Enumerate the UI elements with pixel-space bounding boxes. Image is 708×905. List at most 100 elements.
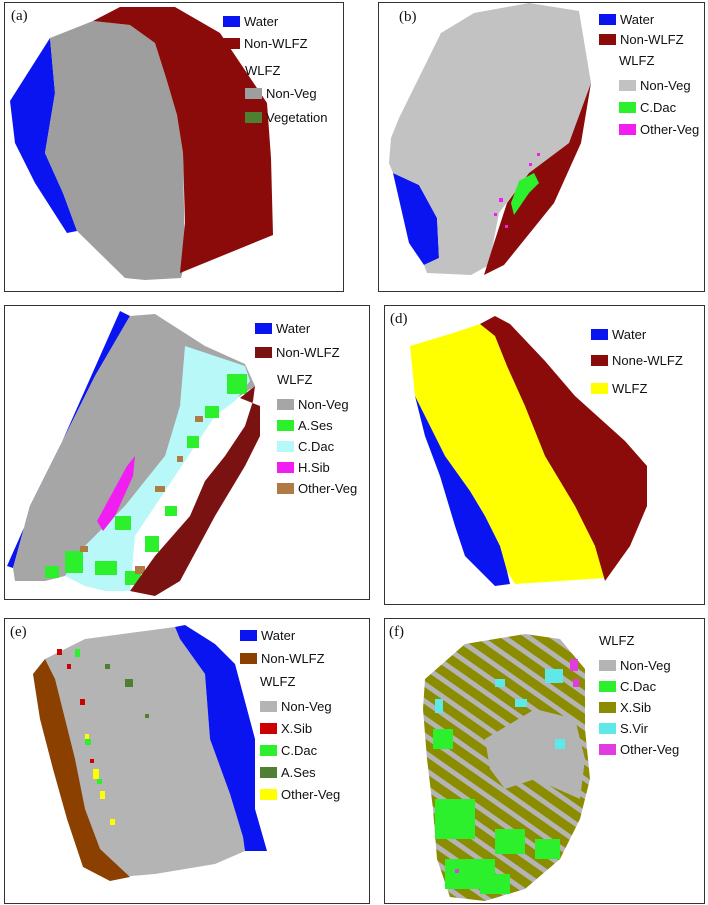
- swatch-non-wlfz: [223, 38, 240, 50]
- legend-item-x-sib: X.Sib: [599, 699, 651, 715]
- water-region: [415, 396, 510, 586]
- map-f: [423, 634, 590, 901]
- non-wlfz-region: [484, 83, 591, 275]
- s-vir-region: [435, 669, 565, 749]
- panel-label: (d): [390, 311, 408, 327]
- panel-label: (f): [389, 624, 404, 640]
- swatch-non-wlfz: [599, 34, 616, 46]
- h-sib-region: [97, 456, 135, 531]
- legend-item-non-wlfz: Non-WLFZ: [255, 344, 340, 360]
- wlfz-region: [410, 324, 605, 584]
- legend-item-non-veg: Non-Veg: [619, 77, 691, 93]
- panel-c: Water Non-WLFZ WLFZ Non-Veg A.Ses C.Dac …: [4, 305, 370, 600]
- legend-item-non-veg: Non-Veg: [260, 698, 332, 714]
- non-wlfz-region: [93, 7, 273, 273]
- other-veg-region: [80, 416, 203, 574]
- a-ses-region: [105, 664, 149, 718]
- legend-item-non-veg: Non-Veg: [277, 396, 349, 412]
- panel-e: (e) Water Non-WLFZ WLFZ Non-Veg X.Sib C.…: [4, 618, 370, 904]
- swatch-water: [591, 329, 608, 341]
- panel-label: (e): [10, 624, 27, 640]
- wlfz-region: [45, 21, 185, 280]
- legend-item-c-dac: C.Dac: [260, 742, 317, 758]
- legend-item-non-wlfz: Non-WLFZ: [240, 650, 325, 666]
- legend-item-other-veg: Other-Veg: [599, 741, 679, 757]
- legend-item-a-ses: A.Ses: [260, 764, 316, 780]
- non-veg-region: [485, 709, 585, 799]
- legend-heading: WLFZ: [277, 372, 313, 387]
- water-region: [10, 38, 77, 233]
- non-wlfz-region: [33, 659, 130, 881]
- legend-item-c-dac: C.Dac: [599, 678, 656, 694]
- panel-label: (a): [11, 8, 28, 24]
- legend-item-c-dac: C.Dac: [619, 99, 676, 115]
- panel-d: (d) Water None-WLFZ WLFZ: [384, 305, 705, 605]
- wlfz-region: [45, 627, 245, 877]
- legend-heading: WLFZ: [260, 674, 296, 689]
- swatch-water: [240, 630, 257, 642]
- swatch-other-veg: [619, 124, 636, 136]
- swatch-vegetation: [245, 112, 262, 124]
- other-veg-region: [494, 153, 540, 228]
- swatch-none-wlfz: [591, 355, 608, 367]
- legend-item-h-sib: H.Sib: [277, 459, 330, 475]
- swatch-non-veg: [260, 701, 277, 713]
- swatch-c-dac: [599, 681, 616, 693]
- water-region: [393, 173, 439, 265]
- map-a: [10, 7, 273, 280]
- legend-item-a-ses: A.Ses: [277, 417, 333, 433]
- legend-item-non-wlfz: Non-WLFZ: [599, 31, 684, 47]
- legend-item-non-veg: Non-Veg: [599, 657, 671, 673]
- other-veg-region: [455, 659, 579, 873]
- swatch-other-veg: [277, 483, 294, 495]
- legend-item-wlfz: WLFZ: [591, 380, 647, 396]
- legend-item-non-wlfz: Non-WLFZ: [223, 35, 308, 51]
- non-wlfz-region: [480, 316, 647, 581]
- map-d: [410, 316, 647, 586]
- swatch-water: [599, 14, 616, 26]
- legend-heading: WLFZ: [245, 63, 281, 78]
- map-c: [7, 311, 260, 596]
- legend-item-none-wlfz: None-WLFZ: [591, 352, 683, 368]
- panel-label: (b): [399, 9, 417, 25]
- other-veg-region: [85, 734, 115, 825]
- legend-item-water: Water: [591, 326, 646, 342]
- legend-item-other-veg: Other-Veg: [260, 786, 340, 802]
- swatch-non-veg: [619, 80, 636, 92]
- swatch-other-veg: [599, 744, 616, 756]
- legend-item-other-veg: Other-Veg: [277, 480, 357, 496]
- swatch-s-vir: [599, 723, 616, 735]
- wlfz-region: [389, 3, 591, 275]
- swatch-non-veg: [277, 399, 294, 411]
- panel-f: (f) WLFZ Non-Veg C.Dac X.Sib S.Vir Other…: [384, 618, 705, 904]
- panel-a: (a) Water Non-WLFZ WLFZ Non-Veg Vegetati…: [4, 2, 344, 292]
- legend-item-non-veg: Non-Veg: [245, 85, 317, 101]
- swatch-non-veg: [245, 88, 262, 100]
- c-dac-region: [75, 649, 102, 784]
- swatch-h-sib: [277, 462, 294, 474]
- swatch-non-veg: [599, 660, 616, 672]
- legend-item-x-sib: X.Sib: [260, 720, 312, 736]
- swatch-c-dac: [277, 441, 294, 453]
- panel-b: (b) Water Non-WLFZ WLFZ Non-Veg C.Dac Ot…: [378, 2, 705, 292]
- swatch-water: [255, 323, 272, 335]
- swatch-c-dac: [260, 745, 277, 757]
- swatch-non-wlfz: [240, 653, 257, 665]
- c-dac-region: [433, 729, 560, 894]
- legend-heading: WLFZ: [619, 53, 655, 68]
- swatch-a-ses: [260, 767, 277, 779]
- swatch-x-sib: [599, 702, 616, 714]
- legend-item-water: Water: [240, 627, 295, 643]
- map-b: [389, 3, 591, 275]
- swatch-wlfz: [591, 383, 608, 395]
- legend-heading: WLFZ: [599, 633, 635, 648]
- swatch-water: [223, 16, 240, 28]
- legend-item-vegetation: Vegetation: [245, 109, 327, 125]
- swatch-non-wlfz: [255, 347, 272, 359]
- c-dac-region: [511, 173, 539, 215]
- water-region: [175, 625, 267, 851]
- swatch-a-ses: [277, 420, 294, 432]
- legend-item-s-vir: S.Vir: [599, 720, 648, 736]
- x-sib-region: [57, 649, 94, 763]
- legend-item-other-veg: Other-Veg: [619, 121, 699, 137]
